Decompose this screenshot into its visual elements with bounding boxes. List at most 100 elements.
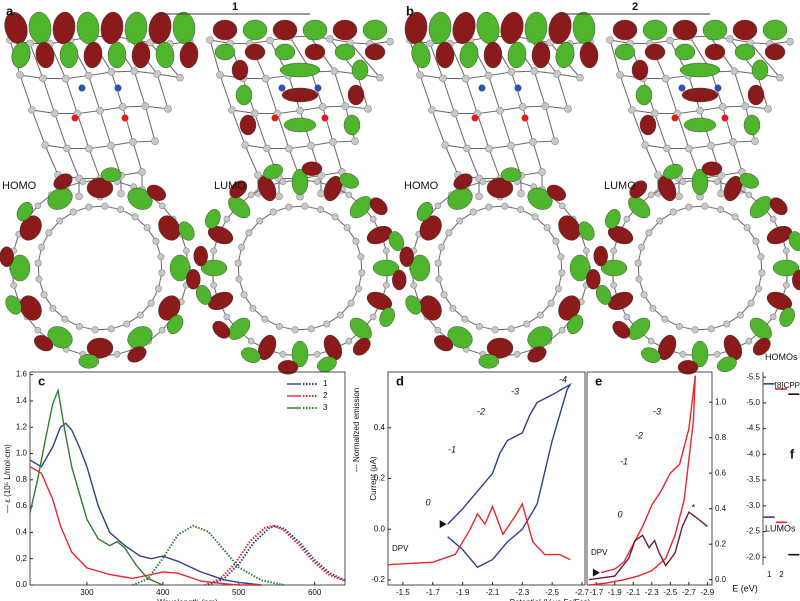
atom (118, 103, 127, 111)
bond (488, 148, 501, 179)
atom (552, 237, 560, 245)
orbital-label: HOMO (2, 180, 37, 192)
atom (764, 105, 772, 113)
atom (416, 71, 424, 79)
panel-letter: e (595, 373, 602, 388)
bond (733, 71, 746, 107)
orbital-lobe (127, 346, 147, 363)
orbital-lobe (569, 254, 591, 282)
atom (656, 217, 664, 225)
orbital-lobe (19, 295, 42, 321)
atom (410, 281, 417, 289)
y-tick-label: 0.8 (16, 475, 28, 484)
orbital-lobe (83, 41, 103, 69)
y-tick-label: -3.5 (746, 475, 760, 484)
atom (28, 106, 36, 114)
atom (445, 229, 453, 237)
bond (299, 106, 323, 112)
orbital-lobe (78, 354, 99, 369)
orbital-lobe (531, 41, 551, 69)
bond (532, 141, 543, 173)
orbital-lobe (283, 117, 317, 133)
plot-frame (387, 371, 586, 586)
orbital-lobe (734, 43, 756, 61)
atom (783, 281, 790, 289)
atom (751, 137, 759, 145)
atom (317, 206, 325, 214)
bond (488, 75, 501, 111)
y-tick-label: -4.0 (746, 449, 760, 458)
annotation: -4 (559, 374, 567, 384)
atom (434, 202, 442, 210)
atom (485, 203, 493, 211)
atom (635, 275, 643, 283)
orbital-lobe (772, 259, 800, 277)
y-tick-label: 0.4 (16, 528, 28, 537)
bond (745, 105, 769, 110)
y-tick-label: 0.4 (374, 423, 386, 432)
atom (261, 315, 269, 323)
bond (665, 78, 678, 114)
orbital-lobe (272, 19, 298, 41)
orbital-lobe (453, 173, 473, 190)
atom (354, 285, 362, 293)
atom (529, 138, 537, 146)
atom (434, 326, 442, 334)
orbital-lobe (558, 215, 581, 241)
atom (345, 191, 353, 199)
annotation: DPV (591, 548, 608, 557)
bond (144, 106, 156, 142)
atom (223, 313, 231, 321)
orbital-lobe (323, 175, 343, 202)
orbital-lobe (483, 41, 503, 69)
bond (544, 106, 556, 142)
data-line (29, 422, 262, 586)
atom (240, 291, 248, 299)
bond (699, 106, 723, 112)
atom (358, 269, 366, 277)
orbital-lobe (766, 225, 793, 245)
orbital-lobe (304, 43, 326, 61)
orbital-lobe (242, 19, 268, 41)
x-tick-label: -2.1 (626, 588, 640, 597)
orbital-lobe (16, 202, 33, 222)
atom (210, 281, 217, 289)
atom (347, 299, 355, 307)
bond (132, 141, 143, 173)
orbital-lobe (723, 334, 743, 361)
atom (428, 106, 436, 114)
orbital-lobe (362, 19, 388, 41)
x-tick-label: -2.5 (663, 588, 677, 597)
bond (534, 70, 558, 75)
orbital-lobe (228, 196, 251, 219)
atom (210, 247, 217, 255)
orbital-lobe (35, 41, 55, 69)
atom (245, 229, 253, 237)
orbital-lobe (546, 184, 566, 201)
y-tick-label: 1.0 (715, 397, 727, 406)
atom (713, 351, 721, 358)
atom (34, 259, 42, 267)
orbital-lobe (743, 114, 761, 136)
orbital-lobe (158, 295, 181, 321)
atom (129, 138, 137, 146)
y-tick-label: 0.2 (16, 554, 28, 563)
atom (376, 73, 384, 82)
oxygen (521, 114, 529, 122)
atom (285, 203, 293, 211)
atom (449, 304, 457, 312)
atom (383, 247, 390, 255)
orbital-lobe (677, 360, 699, 375)
bond (499, 110, 512, 146)
atom (769, 215, 777, 223)
y-axis-title: Current (μA) (369, 456, 378, 501)
atom (131, 213, 139, 221)
orbital-lobe (605, 209, 621, 229)
orbital-lobe (419, 295, 442, 321)
bond (431, 109, 455, 114)
annotation: -3 (511, 386, 519, 396)
nitrogen (78, 84, 86, 92)
bond (722, 106, 734, 143)
atom (364, 105, 372, 113)
